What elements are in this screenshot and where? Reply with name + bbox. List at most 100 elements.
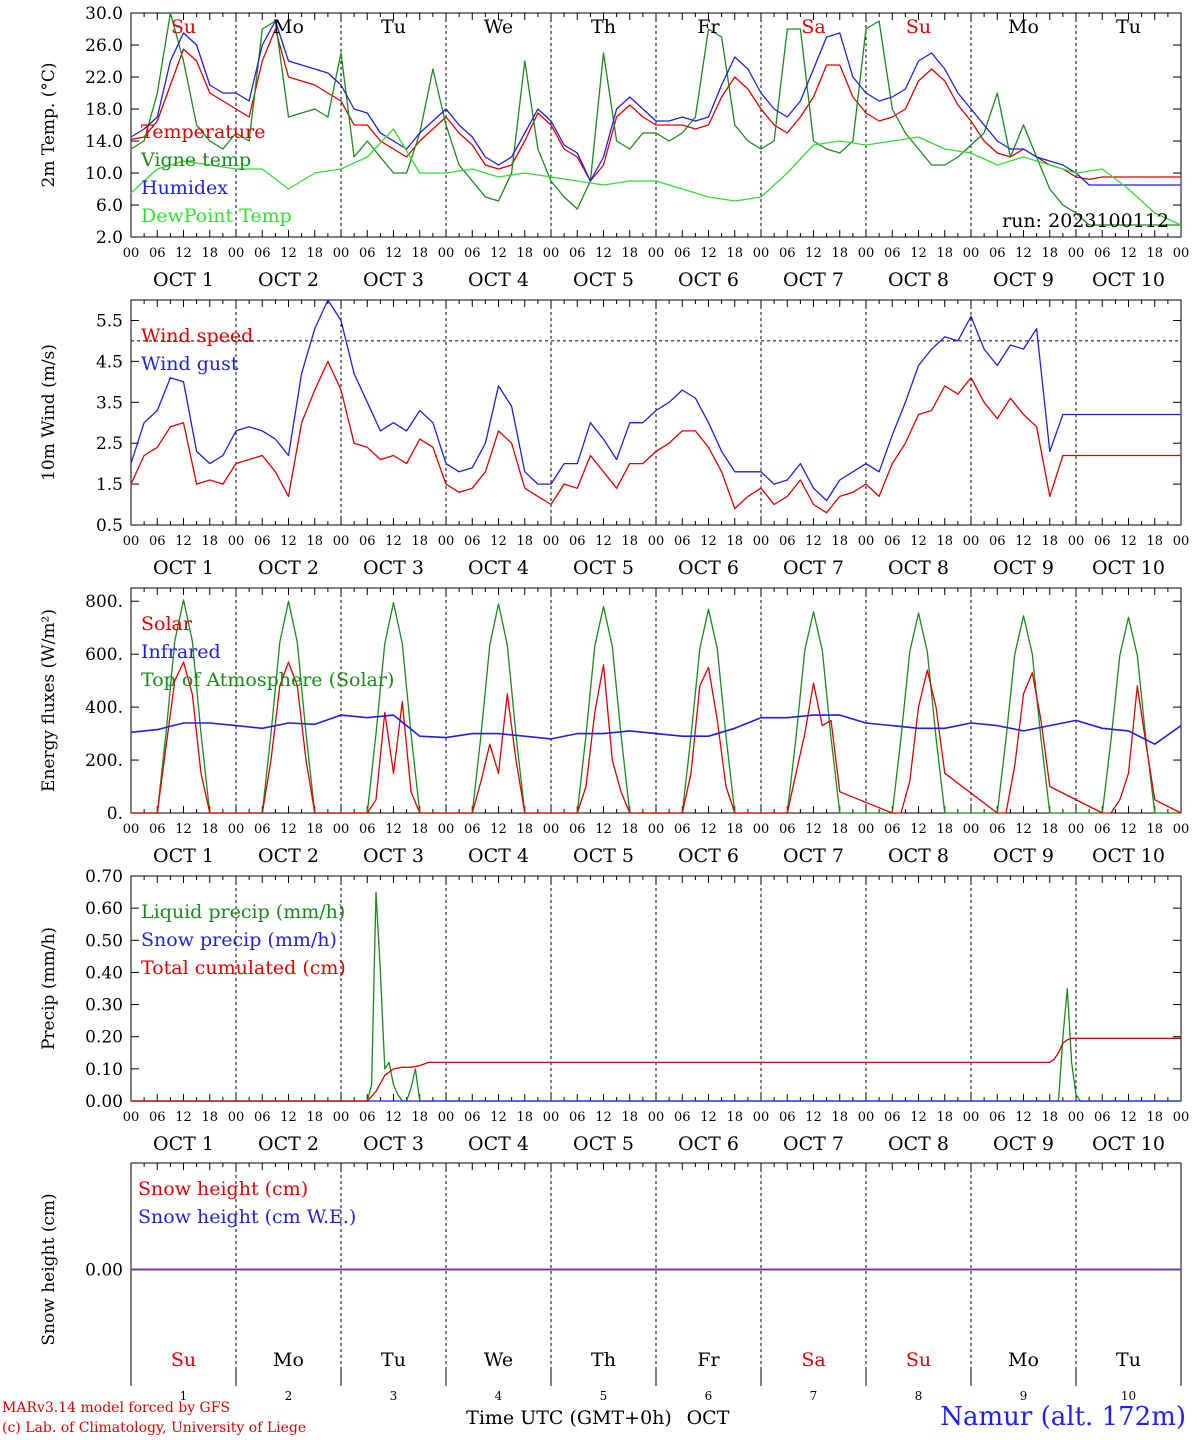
hour-tick-label: 00 <box>648 534 665 549</box>
date-label: OCT 6 <box>678 1133 739 1155</box>
weekday-label: Su <box>906 1349 931 1371</box>
date-label: OCT 2 <box>258 1133 319 1155</box>
hour-tick-label: 18 <box>1041 246 1058 261</box>
hour-tick-label: 06 <box>254 246 271 261</box>
date-label: OCT 3 <box>363 269 424 291</box>
hour-tick-label: 12 <box>385 246 402 261</box>
hour-tick-label: 00 <box>543 246 560 261</box>
legend-entry: Snow height (cm W.E.) <box>138 1206 356 1228</box>
date-label: OCT 9 <box>993 269 1054 291</box>
date-label: OCT 1 <box>153 845 214 867</box>
hour-tick-label: 06 <box>779 822 796 837</box>
date-label: OCT 3 <box>363 557 424 579</box>
y-tick-label: 0.70 <box>85 867 123 887</box>
hour-tick-label: 06 <box>254 534 271 549</box>
weekday-label: Th <box>591 1349 616 1371</box>
y-tick-label: 5.5 <box>96 311 123 331</box>
lab-credit: (c) Lab. of Climatology, University of L… <box>2 1420 307 1436</box>
hour-tick-label: 12 <box>910 246 927 261</box>
hour-tick-label: 18 <box>306 822 323 837</box>
weekday-label: We <box>484 1349 513 1371</box>
hour-tick-label: 06 <box>1094 1110 1111 1125</box>
hour-tick-label: 12 <box>700 534 717 549</box>
y-tick-label: 0.50 <box>85 931 123 951</box>
hour-tick-label: 12 <box>280 822 297 837</box>
hour-tick-label: 06 <box>779 1110 796 1125</box>
day-number-label: 9 <box>1020 1389 1028 1403</box>
hour-tick-label: 18 <box>726 822 743 837</box>
weekday-label: Sa <box>801 16 825 38</box>
hour-tick-label: 18 <box>621 534 638 549</box>
hour-tick-label: 06 <box>569 534 586 549</box>
weekday-label: Su <box>171 16 196 38</box>
hour-tick-label: 00 <box>438 246 455 261</box>
hour-tick-label: 06 <box>149 822 166 837</box>
legend-entry: Humidex <box>141 177 228 199</box>
hour-tick-label: 06 <box>1094 246 1111 261</box>
date-label: OCT 7 <box>783 845 844 867</box>
hour-tick-label: 00 <box>858 1110 875 1125</box>
hour-tick-label: 06 <box>779 246 796 261</box>
hour-tick-label: 06 <box>359 822 376 837</box>
hour-tick-label: 18 <box>1041 822 1058 837</box>
y-tick-label: 800. <box>85 592 123 612</box>
hour-tick-label: 12 <box>385 534 402 549</box>
day-number-label: 2 <box>285 1389 293 1403</box>
hour-tick-label: 06 <box>779 534 796 549</box>
hour-tick-label: 18 <box>201 822 218 837</box>
hour-tick-label: 12 <box>805 822 822 837</box>
hour-tick-label: 18 <box>516 1110 533 1125</box>
date-label: OCT 10 <box>1092 557 1165 579</box>
series-line <box>130 299 1181 502</box>
hour-tick-label: 00 <box>333 534 350 549</box>
hour-tick-label: 18 <box>411 246 428 261</box>
hour-tick-label: 00 <box>963 534 980 549</box>
hour-tick-label: 12 <box>175 534 192 549</box>
hour-tick-label: 18 <box>1146 534 1163 549</box>
hour-tick-label: 00 <box>1173 822 1190 837</box>
hour-tick-label: 18 <box>201 534 218 549</box>
hour-tick-label: 12 <box>175 1110 192 1125</box>
hour-tick-label: 06 <box>989 534 1006 549</box>
hour-tick-label: 12 <box>700 822 717 837</box>
y-tick-label: 0.40 <box>85 963 123 983</box>
date-label: OCT 7 <box>783 557 844 579</box>
date-label: OCT 5 <box>573 557 634 579</box>
hour-tick-label: 06 <box>569 1110 586 1125</box>
date-label: OCT 4 <box>468 269 529 291</box>
hour-tick-label: 18 <box>1146 246 1163 261</box>
y-tick-label: 0.5 <box>96 516 123 536</box>
hour-tick-label: 06 <box>674 534 691 549</box>
date-label: OCT 7 <box>783 269 844 291</box>
date-label: OCT 1 <box>153 269 214 291</box>
hour-tick-label: 12 <box>490 534 507 549</box>
hour-tick-label: 18 <box>621 1110 638 1125</box>
hour-tick-label: 18 <box>831 822 848 837</box>
hour-tick-label: 00 <box>753 534 770 549</box>
y-axis-label: 10m Wind (m/s) <box>39 344 59 481</box>
hour-tick-label: 12 <box>910 822 927 837</box>
weekday-label: Mo <box>273 1349 304 1371</box>
date-label: OCT 2 <box>258 845 319 867</box>
date-label: OCT 10 <box>1092 845 1165 867</box>
date-label: OCT 9 <box>993 557 1054 579</box>
hour-tick-label: 18 <box>936 246 953 261</box>
series-line <box>130 28 1181 182</box>
hour-tick-label: 00 <box>1068 534 1085 549</box>
hour-tick-label: 06 <box>464 822 481 837</box>
hour-tick-label: 00 <box>963 1110 980 1125</box>
hour-tick-label: 06 <box>464 1110 481 1125</box>
hour-tick-label: 06 <box>989 822 1006 837</box>
hour-tick-label: 06 <box>884 1110 901 1125</box>
weekday-label: Fr <box>697 16 720 38</box>
hour-tick-label: 12 <box>490 1110 507 1125</box>
hour-tick-label: 12 <box>595 534 612 549</box>
legend-entry: Liquid precip (mm/h) <box>141 901 345 923</box>
series-line <box>130 20 1181 186</box>
legend-entry: Wind gust <box>141 353 239 375</box>
weekday-label: Tu <box>1116 1349 1141 1371</box>
hour-tick-label: 18 <box>516 246 533 261</box>
hour-tick-label: 18 <box>1146 1110 1163 1125</box>
hour-tick-label: 18 <box>411 822 428 837</box>
day-number-label: 5 <box>600 1389 608 1403</box>
